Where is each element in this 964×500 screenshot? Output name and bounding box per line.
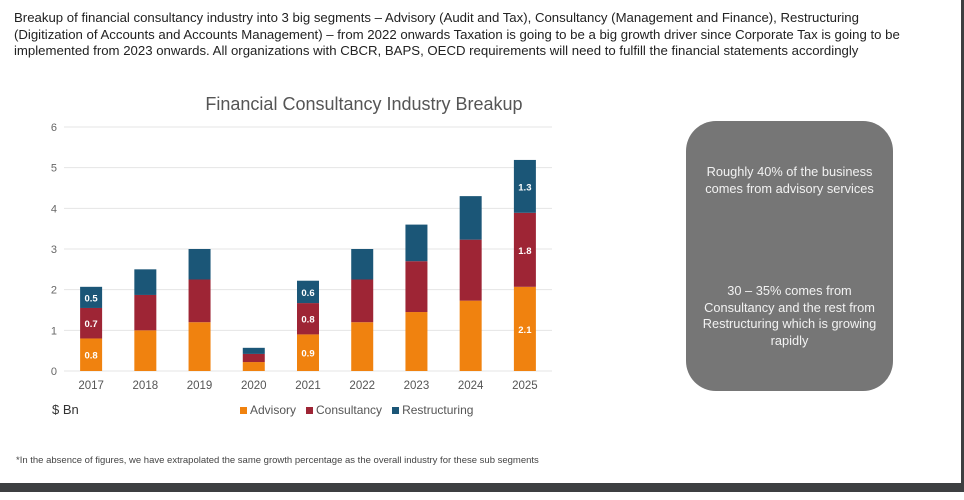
callout-text-1: Roughly 40% of the business comes from a… [705,164,874,196]
bar-advisory-2024 [459,300,482,371]
legend-item-advisory: Advisory [240,403,296,417]
data-label: 0.8 [301,315,314,326]
x-tick-label: 2024 [458,380,484,392]
bar-advisory-2019 [188,322,211,371]
bar-advisory-2018 [134,330,157,371]
bar-restructuring-2021 [297,280,319,304]
y-tick-label: 5 [51,163,57,175]
x-tick-label: 2019 [187,380,213,392]
callout-box: Roughly 40% of the business comes from a… [686,121,893,391]
legend-label: Advisory [250,403,297,417]
x-tick-label: 2021 [295,380,321,392]
legend: Advisory Consultancy Restructuring [240,403,473,417]
data-label: 0.8 [85,351,98,362]
bar-consultancy-2022 [351,279,374,323]
x-tick-label: 2020 [241,380,267,392]
y-tick-label: 0 [51,366,57,378]
bar-restructuring-2019 [188,249,211,280]
data-label: 0.5 [85,293,99,304]
bar-consultancy-2025 [513,212,536,287]
y-tick-label: 1 [51,325,57,337]
legend-label: Consultancy [316,403,383,417]
bar-consultancy-2018 [134,294,157,331]
right-edge [961,0,964,492]
callout-text-2: 30 – 35% comes from Consultancy and the … [702,283,877,348]
x-tick-label: 2025 [512,380,538,392]
bar-restructuring-2025 [513,159,536,213]
footnote: *In the absence of figures, we have extr… [16,455,539,466]
bottom-bar [0,483,964,492]
data-label: 0.6 [301,288,314,299]
x-tick-label: 2018 [133,380,159,392]
bar-advisory-2020 [242,362,265,371]
legend-item-restructuring: Restructuring [392,403,473,417]
stacked-bar-chart: 0 1 2 3 4 5 6 0.8 0.7 0.5 2017 2018 2019 2020 0.9 0.8 0.… [51,122,552,392]
x-tick-label: 2017 [78,380,104,392]
bar-consultancy-2021 [297,303,319,335]
data-label: 2.1 [518,325,532,336]
y-tick-label: 4 [51,203,57,215]
data-label: 1.8 [518,246,531,257]
bar-consultancy-2017 [80,307,103,339]
bar-advisory-2023 [405,312,428,371]
bar-restructuring-2022 [351,249,374,280]
bar-advisory-2022 [351,322,374,371]
bar-restructuring-2017 [80,286,103,308]
intro-text: Breakup of financial consultancy industr… [14,10,900,58]
x-tick-label: 2022 [349,380,375,392]
y-tick-label: 3 [51,244,57,256]
legend-item-consultancy: Consultancy [306,403,382,417]
bar-restructuring-2024 [459,196,482,240]
data-label: 0.7 [85,319,98,330]
bar-advisory-2025 [513,286,536,371]
bar-consultancy-2024 [459,239,482,301]
y-axis-unit: $ Bn [52,402,79,417]
bar-restructuring-2018 [134,269,157,295]
x-tick-label: 2023 [404,380,430,392]
chart-title: Financial Consultancy Industry Breakup [205,94,523,114]
bar-advisory-2017 [80,338,103,371]
bar-advisory-2021 [297,334,319,371]
bar-restructuring-2020 [242,347,265,354]
y-tick-label: 2 [51,285,57,297]
legend-label: Restructuring [402,403,474,417]
bar-consultancy-2020 [242,353,265,363]
bar-consultancy-2019 [188,279,211,323]
data-label: 0.9 [301,349,314,360]
bar-consultancy-2023 [405,261,428,313]
bar-restructuring-2023 [405,224,428,262]
y-tick-label: 6 [51,122,57,134]
data-label: 1.3 [518,182,531,193]
